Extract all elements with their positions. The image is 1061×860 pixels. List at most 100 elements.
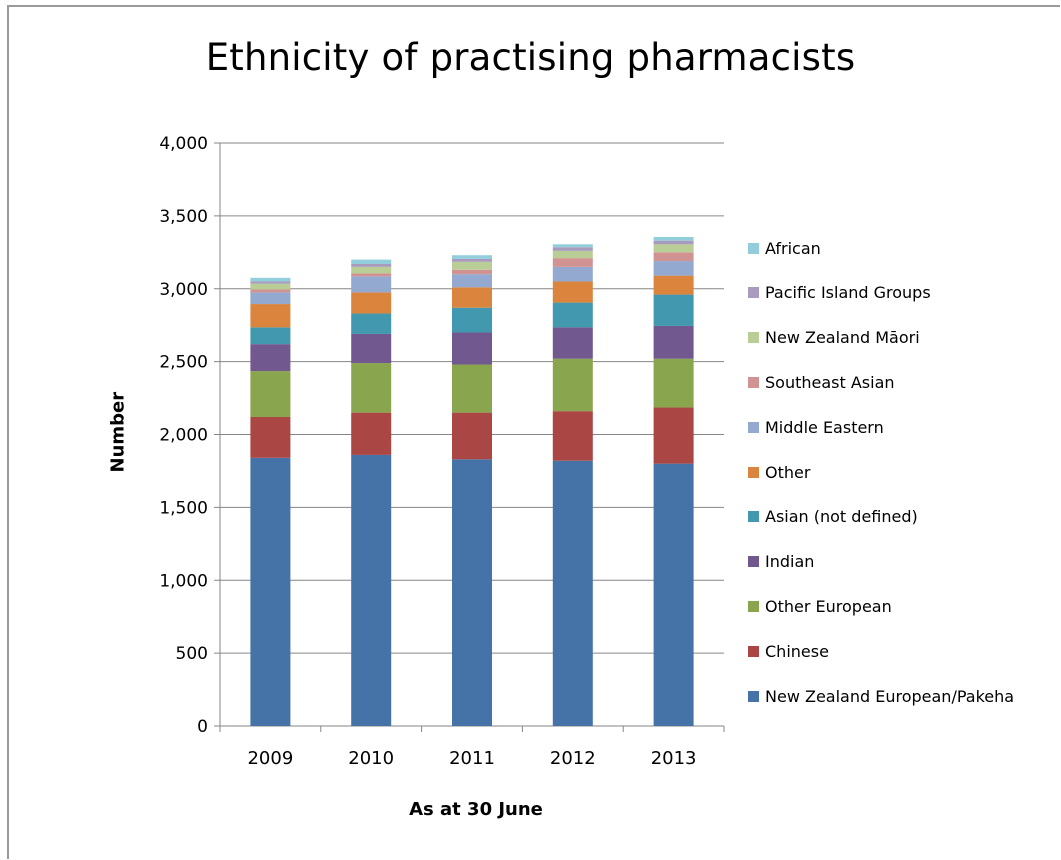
bar-segment-0-other-european xyxy=(250,371,291,418)
bar-segment-3-indian xyxy=(552,327,593,359)
legend-label: Southeast Asian xyxy=(765,372,895,392)
bar-segment-0-other xyxy=(250,304,291,328)
bar-segment-2-other-european xyxy=(452,364,492,413)
bar-segment-2-other xyxy=(452,287,492,308)
bar-segment-2-new-zealand-m-ori xyxy=(452,261,492,270)
legend-swatch xyxy=(748,466,759,478)
y-tick-label: 500 xyxy=(176,644,208,664)
y-tick-label: 0 xyxy=(197,717,208,737)
y-tick-label: 4,000 xyxy=(159,134,208,154)
bar-segment-2-southeast-asian xyxy=(452,269,492,275)
legend-label: Other xyxy=(765,462,811,482)
bar-segment-3-african xyxy=(552,244,593,248)
bar-segment-2-new-zealand-european-pakeha xyxy=(452,459,492,726)
bar-segment-3-southeast-asian xyxy=(552,258,593,267)
bar-segment-1-new-zealand-m-ori xyxy=(351,266,392,274)
legend-swatch xyxy=(748,511,759,523)
bar-segment-0-african xyxy=(250,277,291,282)
bar-segment-1-other-european xyxy=(351,363,392,413)
bar-segment-4-new-zealand-european-pakeha xyxy=(653,463,694,726)
bar-segment-0-middle-eastern xyxy=(250,292,291,305)
bar-segment-3-asian-not-defined- xyxy=(552,302,593,328)
bar-segment-1-middle-eastern xyxy=(351,276,392,293)
legend-label: Asian (not defined) xyxy=(765,507,918,527)
legend-swatch xyxy=(748,332,759,344)
legend-swatch xyxy=(748,645,759,657)
legend-item: Indian xyxy=(748,552,814,572)
bar-segment-4-african xyxy=(653,237,694,241)
legend-swatch xyxy=(748,556,759,568)
legend-item: New Zealand European/Pakeha xyxy=(748,686,1014,706)
legend-item: Pacific Island Groups xyxy=(748,283,931,303)
legend-swatch xyxy=(748,690,759,702)
bar-segment-3-new-zealand-european-pakeha xyxy=(552,460,593,726)
legend-item: Asian (not defined) xyxy=(748,507,918,527)
bar-segment-0-indian xyxy=(250,344,291,372)
bar-segment-3-other-european xyxy=(552,358,593,412)
bar-segment-4-new-zealand-m-ori xyxy=(653,244,694,253)
x-tick-label: 2009 xyxy=(247,748,293,769)
legend-label: New Zealand European/Pakeha xyxy=(765,686,1015,706)
bar-segment-3-other xyxy=(552,281,593,303)
bar-segment-0-asian-not-defined- xyxy=(250,327,291,345)
bar-segment-0-new-zealand-m-ori xyxy=(250,283,291,290)
bar-segment-1-asian-not-defined- xyxy=(351,313,392,334)
y-tick-label: 1,000 xyxy=(159,571,208,591)
chart-frame xyxy=(7,5,1060,859)
bar-segment-1-pacific-island-groups xyxy=(351,263,392,267)
bar-segment-4-indian xyxy=(653,325,694,359)
legend-item: Other xyxy=(748,462,810,482)
bar-segment-1-other xyxy=(351,292,392,314)
y-tick-label: 2,000 xyxy=(159,426,208,446)
bar-segment-3-new-zealand-m-ori xyxy=(552,250,593,259)
legend-item: Middle Eastern xyxy=(748,417,884,437)
bar-segment-1-african xyxy=(351,259,392,264)
bar-segment-1-chinese xyxy=(351,412,392,455)
legend-label: New Zealand Māori xyxy=(765,328,920,348)
bar-segment-1-new-zealand-european-pakeha xyxy=(351,454,392,726)
y-tick-label: 3,000 xyxy=(159,280,208,300)
legend-label: African xyxy=(765,238,821,258)
bar-segment-0-new-zealand-european-pakeha xyxy=(250,457,291,726)
legend-label: Chinese xyxy=(765,641,829,661)
bar-segment-0-southeast-asian xyxy=(250,289,291,293)
legend-label: Indian xyxy=(765,552,815,572)
legend-swatch xyxy=(748,242,759,254)
legend-swatch xyxy=(748,421,759,433)
legend: African Pacific Island Groups New Zealand … xyxy=(748,238,1048,723)
legend-item: New Zealand Māori xyxy=(748,328,920,348)
legend-item: Chinese xyxy=(748,641,829,661)
legend-swatch xyxy=(748,287,759,299)
y-tick-label: 1,500 xyxy=(159,498,208,518)
bar-segment-2-middle-eastern xyxy=(452,274,492,288)
bar-segment-1-indian xyxy=(351,333,392,364)
bar-segment-4-middle-eastern xyxy=(653,261,694,276)
legend-swatch xyxy=(748,600,759,612)
bar-segment-0-pacific-island-groups xyxy=(250,281,291,284)
bar-segment-3-middle-eastern xyxy=(552,266,593,282)
chart-title: Ethnicity of practising pharmacists xyxy=(205,36,856,79)
legend-label: Middle Eastern xyxy=(765,417,884,437)
legend-item: Southeast Asian xyxy=(748,372,895,392)
legend-item: Other European xyxy=(748,596,892,616)
legend-swatch xyxy=(748,376,759,388)
bar-segment-2-indian xyxy=(452,332,492,365)
x-tick-label: 2011 xyxy=(449,748,495,769)
legend-item: African xyxy=(748,238,821,258)
y-tick-label: 2,500 xyxy=(159,353,208,373)
bar-segment-4-pacific-island-groups xyxy=(653,240,694,245)
x-axis-title: As at 30 June xyxy=(409,799,543,820)
bar-segment-2-pacific-island-groups xyxy=(452,258,492,262)
bar-segment-1-southeast-asian xyxy=(351,273,392,277)
bar-segment-4-southeast-asian xyxy=(653,252,694,262)
bar-segment-2-african xyxy=(452,255,492,259)
y-tick-label: 3,500 xyxy=(159,207,208,227)
bar-segment-3-pacific-island-groups xyxy=(552,247,593,251)
legend-label: Other European xyxy=(765,596,892,616)
bar-segment-4-chinese xyxy=(653,407,694,464)
legend-label: Pacific Island Groups xyxy=(765,283,931,303)
bar-segment-2-chinese xyxy=(452,412,492,460)
x-tick-label: 2013 xyxy=(651,748,697,769)
bar-segment-4-other-european xyxy=(653,358,694,408)
